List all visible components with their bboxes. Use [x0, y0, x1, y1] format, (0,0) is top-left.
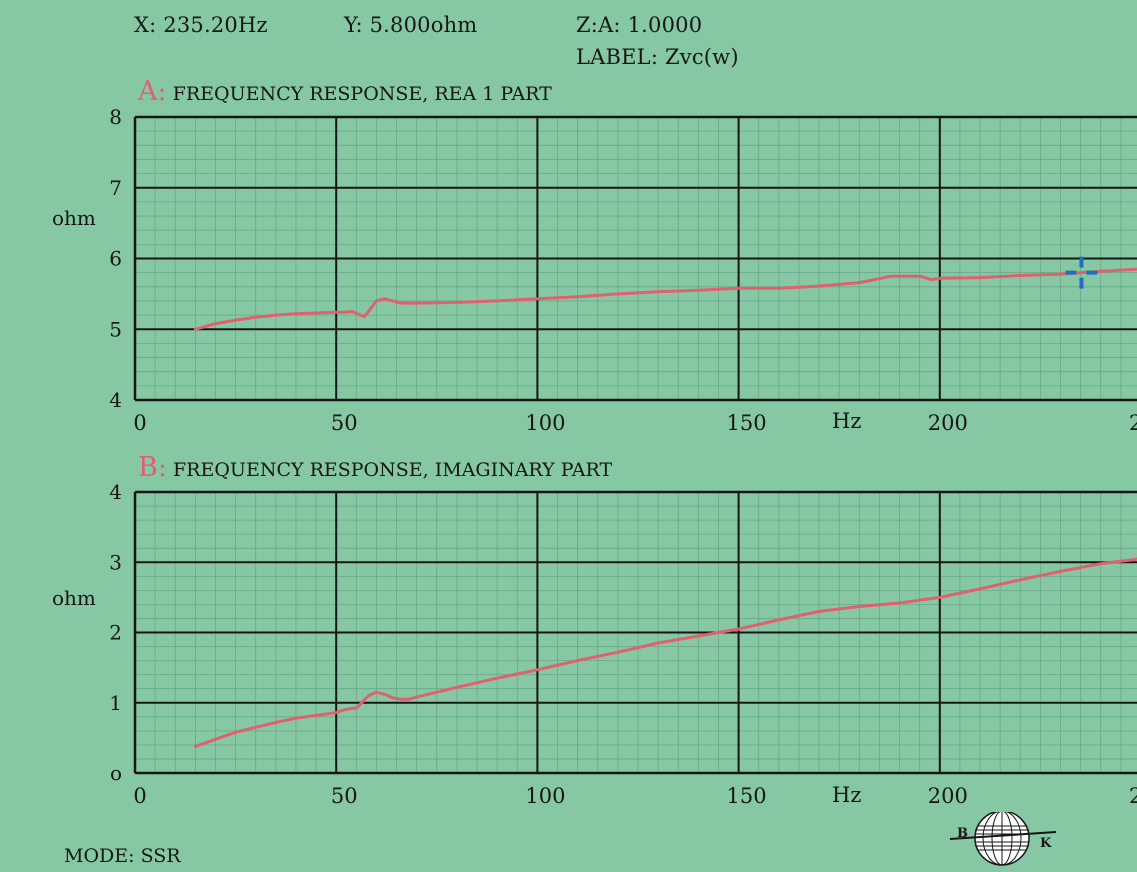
y-tick-label: 3 [109, 550, 122, 574]
x-tick-label: 50 [331, 784, 358, 808]
x-tick-label: 200 [928, 784, 968, 808]
panel-b-letter: B: [138, 452, 167, 483]
y-axis-label: ohm [52, 586, 96, 610]
y-tick-label: 8 [109, 105, 122, 129]
y-tick-label: 4 [109, 480, 122, 504]
x-tick-label: 50 [331, 411, 358, 435]
y-tick-label: 4 [109, 388, 122, 412]
y-tick-label: o [110, 761, 122, 785]
panel-a-title-text: FREQUENCY RESPONSE, REA 1 PART [172, 83, 552, 105]
x-tick-label: 150 [727, 784, 767, 808]
x-axis-label: Hz [832, 409, 861, 433]
y-tick-label: 7 [109, 176, 122, 200]
y-tick-label: 2 [109, 621, 122, 645]
logo-letter-b: B [957, 826, 968, 841]
y-axis-label: ohm [52, 206, 96, 230]
x-tick-label: 250 [1129, 411, 1137, 435]
series-line-a [193, 267, 1137, 331]
series-line-b [193, 557, 1137, 748]
label-readout: LABEL: Zvc(w) [576, 45, 739, 69]
x-tick-label: 150 [727, 411, 767, 435]
y-tick-label: 5 [109, 317, 122, 341]
x-tick-label: 0 [133, 411, 146, 435]
x-tick-label: 200 [928, 411, 968, 435]
x-tick-label: 250 [1129, 784, 1137, 808]
z-readout: Z:A: 1.0000 [576, 13, 703, 37]
x-tick-label: 100 [525, 411, 565, 435]
y-readout: Y: 5.800ohm [344, 13, 478, 37]
y-tick-label: 1 [109, 691, 122, 715]
y-tick-label: 6 [109, 247, 122, 271]
panel-a-title: A: FREQUENCY RESPONSE, REA 1 PART [138, 76, 552, 107]
panel-a-letter: A: [138, 76, 167, 107]
logo-letter-k: K [1040, 836, 1052, 851]
panel-b-title: B: FREQUENCY RESPONSE, IMAGINARY PART [138, 452, 612, 483]
mode-label: MODE: SSR [64, 845, 181, 867]
cursor-crosshair[interactable] [1065, 256, 1098, 289]
x-axis-label: Hz [832, 783, 861, 807]
x-tick-label: 100 [525, 784, 565, 808]
x-tick-label: 0 [133, 784, 146, 808]
x-readout: X: 235.20Hz [134, 13, 268, 37]
panel-b-title-text: FREQUENCY RESPONSE, IMAGINARY PART [173, 459, 613, 481]
bk-logo: B K [949, 810, 1060, 872]
